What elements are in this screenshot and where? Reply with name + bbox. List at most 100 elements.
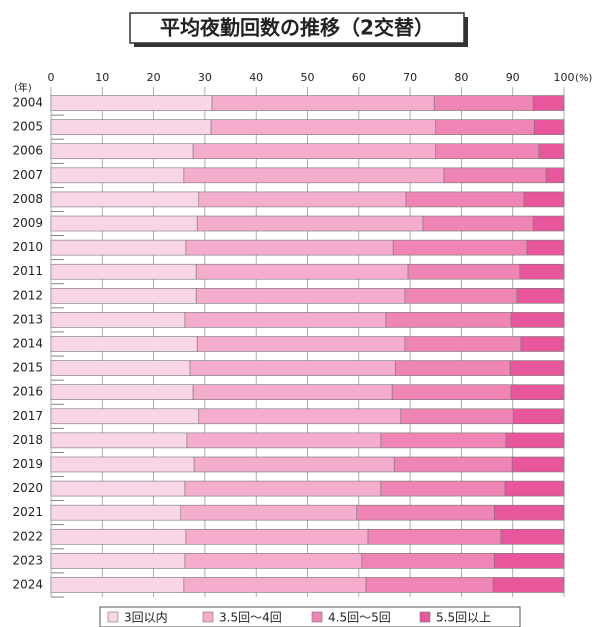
bar-segment xyxy=(50,215,198,232)
legend-swatch xyxy=(202,611,214,623)
y-tick-label: 2023 xyxy=(12,553,43,567)
title-box xyxy=(129,12,465,44)
bar-segment xyxy=(192,384,393,400)
bar-segment xyxy=(185,239,394,256)
bar-segment xyxy=(391,384,512,400)
bar-segment xyxy=(394,360,511,376)
bar-segment xyxy=(538,143,565,160)
bar-segment xyxy=(405,191,525,208)
bar-segment xyxy=(185,528,369,545)
bar-segment xyxy=(50,480,186,497)
bar-segment xyxy=(516,288,565,304)
y-tick-label: 2013 xyxy=(12,312,43,326)
bar-segment xyxy=(50,432,188,449)
bar-segment xyxy=(195,288,406,304)
bar-segment xyxy=(50,288,197,304)
y-tick-label: 2017 xyxy=(12,409,43,423)
bar-segment xyxy=(385,312,512,328)
bar-segment xyxy=(393,456,513,473)
y-tick-label: 2010 xyxy=(12,240,43,254)
bar-segment xyxy=(50,263,197,280)
y-tick-label: 2012 xyxy=(12,288,43,302)
bar-segment xyxy=(211,95,435,111)
y-tick-label: 2008 xyxy=(12,192,43,206)
bar-segment xyxy=(50,408,200,425)
y-tick-label: 2016 xyxy=(12,385,43,399)
bar-segment xyxy=(50,456,195,473)
bar-segment xyxy=(184,553,363,569)
bar-segment xyxy=(183,167,445,184)
bar-segment xyxy=(435,143,540,160)
bar-segment xyxy=(50,528,187,545)
chart-title: 平均夜勤回数の推移（2交替） xyxy=(160,16,434,40)
bar-segment xyxy=(400,408,514,425)
bar-segment xyxy=(510,384,565,400)
bar-segment xyxy=(493,553,565,569)
bar-segment xyxy=(210,119,437,135)
x-tick-label: 80 xyxy=(454,71,468,84)
y-unit: (年) xyxy=(14,81,32,94)
bar-segment xyxy=(50,360,191,376)
bar-segment xyxy=(511,456,565,473)
bar-segment xyxy=(505,432,565,449)
y-tick-label: 2006 xyxy=(12,144,43,158)
x-tick-label: 70 xyxy=(403,71,417,84)
bar-segment xyxy=(433,95,534,111)
bar-segment xyxy=(510,312,565,328)
x-tick-label: 100 xyxy=(554,71,575,84)
bar-segment xyxy=(50,384,194,400)
bar-segment xyxy=(545,167,565,184)
bar-segment xyxy=(198,408,402,425)
bar-segment xyxy=(50,553,186,569)
bar-segment xyxy=(404,288,518,304)
bar-segment xyxy=(184,312,387,328)
y-tick-label: 2021 xyxy=(12,505,43,519)
bar-segment xyxy=(519,263,565,280)
bar-segment xyxy=(380,480,506,497)
y-tick-label: 2018 xyxy=(12,433,43,447)
y-tick-label: 2022 xyxy=(12,529,43,543)
bar-segment xyxy=(533,119,565,135)
bar-segment xyxy=(184,480,382,497)
bar-segment xyxy=(532,95,565,111)
bar-segment xyxy=(509,360,565,376)
bar-segment xyxy=(186,432,382,449)
bar-segment xyxy=(180,504,358,521)
bar-segment xyxy=(50,504,182,521)
bar-segment xyxy=(523,191,565,208)
y-tick-label: 2009 xyxy=(12,216,43,230)
y-tick-label: 2015 xyxy=(12,361,43,375)
y-tick-label: 2014 xyxy=(12,337,43,351)
x-tick-label: 90 xyxy=(506,71,520,84)
bar-segment xyxy=(50,191,200,208)
bar-segment xyxy=(404,336,522,352)
bar-segment xyxy=(50,119,212,135)
bar-segment xyxy=(50,577,185,593)
y-tick-label: 2007 xyxy=(12,168,43,182)
legend-swatch xyxy=(311,611,323,623)
bar-segment xyxy=(50,95,213,111)
legend-label: 4.5回〜5回 xyxy=(328,611,391,625)
legend-swatch xyxy=(107,611,119,623)
bar-segment xyxy=(500,528,565,545)
x-tick-label: 20 xyxy=(147,71,161,84)
y-tick-label: 2005 xyxy=(12,120,43,134)
bar-segment xyxy=(50,336,198,352)
bar-segment xyxy=(512,408,565,425)
bar-segment xyxy=(183,577,367,593)
bar-segment xyxy=(196,336,406,352)
bar-segment xyxy=(356,504,495,521)
legend-swatch xyxy=(419,611,431,623)
bar-segment xyxy=(407,263,521,280)
bar-segment xyxy=(492,577,565,593)
bar-segment xyxy=(361,553,495,569)
y-tick-label: 2024 xyxy=(12,577,43,591)
bar-segment xyxy=(520,336,565,352)
bar-segment xyxy=(392,239,528,256)
x-tick-label: 40 xyxy=(249,71,263,84)
bar-segment xyxy=(504,480,565,497)
y-tick-label: 2019 xyxy=(12,457,43,471)
bar-segment xyxy=(195,263,409,280)
x-tick-label: 0 xyxy=(48,71,55,84)
